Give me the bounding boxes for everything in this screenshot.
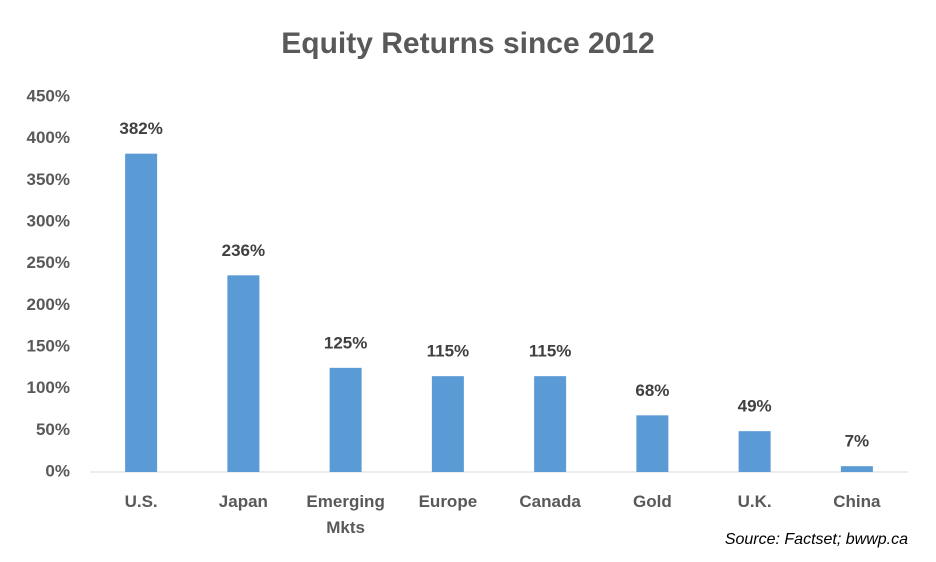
data-label: 115% [427,342,470,361]
data-label: 68% [635,381,669,400]
data-label: 236% [222,241,265,260]
y-tick-label: 200% [27,295,70,314]
bar [227,275,260,472]
x-tick-label: U.K. [737,492,772,511]
y-tick-label: 300% [27,211,70,230]
data-label: 7% [845,432,870,451]
x-tick-label: Canada [519,492,581,511]
y-tick-label: 450% [27,86,70,105]
x-tick-label: Emerging Mkts [306,492,385,537]
y-tick-label: 350% [27,170,70,189]
y-tick-label: 100% [27,378,70,397]
y-tick-label: 400% [27,128,70,147]
bar [534,376,567,472]
source-note: Source: Factset; bwwp.ca [725,531,908,548]
y-tick-label: 0% [45,461,70,480]
data-label: 49% [738,397,772,416]
x-tick-label: Japan [218,492,268,511]
chart-title: Equity Returns since 2012 [281,27,654,60]
y-tick-label: 250% [27,253,70,272]
bar [840,466,873,472]
bar [125,153,158,472]
x-tick-label: China [833,492,881,511]
x-tick-label: Europe [418,492,478,511]
bar [329,367,362,472]
data-label: 115% [529,342,572,361]
x-tick-label: Gold [633,492,672,511]
bar [431,376,464,472]
bar [636,415,669,472]
bar [738,431,771,472]
data-label: 382% [119,119,162,138]
data-label: 125% [324,333,367,352]
x-tick-label: U.S. [124,492,158,511]
y-tick-label: 150% [27,336,70,355]
y-tick-label: 50% [36,420,70,439]
